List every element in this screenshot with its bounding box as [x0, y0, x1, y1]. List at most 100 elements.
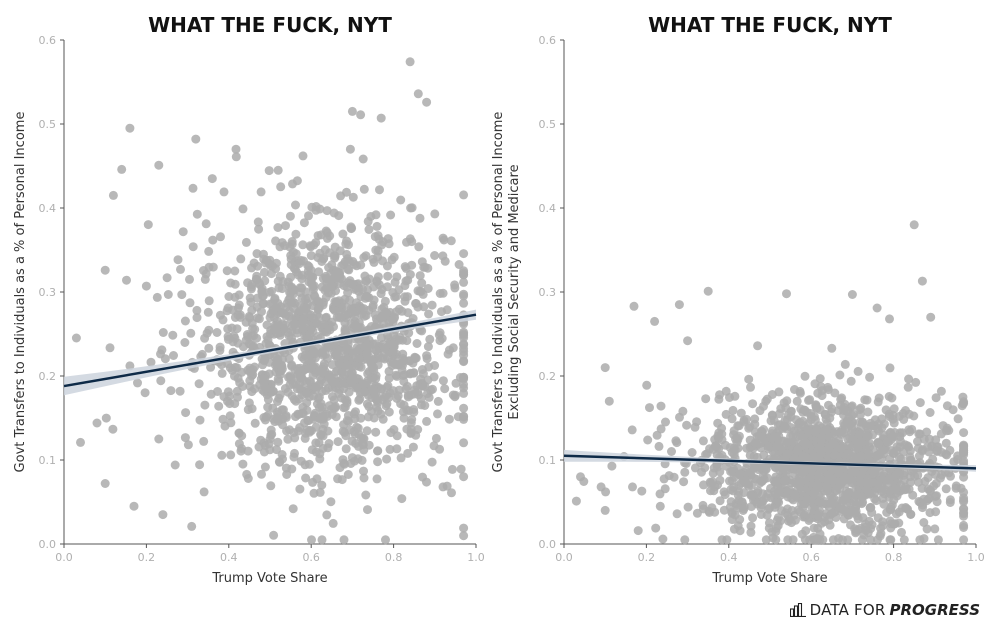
data-point — [417, 278, 427, 288]
scatter-panel-2: WHAT THE FUCK, NYT 0.0 0.1 0.2 0.3 0.4 0.5 0.6 0… — [491, 13, 985, 586]
data-point — [459, 190, 469, 200]
data-point — [714, 434, 723, 443]
data-point — [923, 473, 933, 483]
data-point — [288, 504, 298, 514]
data-point — [272, 329, 282, 339]
data-point — [774, 487, 784, 497]
data-point — [885, 314, 894, 324]
data-point — [219, 187, 229, 197]
data-point — [322, 278, 332, 288]
data-point — [363, 505, 372, 515]
data-point — [260, 441, 270, 450]
data-point — [607, 461, 617, 471]
data-point — [813, 523, 823, 533]
y-tick-label: 0.2 — [39, 370, 57, 383]
data-point — [268, 386, 278, 396]
regression-line — [63, 313, 477, 388]
data-point — [391, 292, 401, 302]
data-point — [771, 535, 781, 545]
data-point — [430, 209, 440, 219]
data-point — [728, 486, 738, 496]
data-point — [744, 374, 754, 384]
data-point — [353, 423, 363, 433]
y-tick-label: 0.1 — [539, 454, 557, 467]
data-point — [247, 404, 257, 414]
data-point — [853, 366, 863, 376]
data-point — [231, 144, 241, 154]
data-point — [866, 478, 876, 488]
data-point — [656, 401, 666, 411]
data-point — [331, 412, 341, 422]
data-point — [945, 498, 955, 507]
data-point — [898, 408, 908, 418]
data-point — [396, 453, 406, 463]
data-point — [277, 308, 287, 318]
data-point — [422, 97, 432, 107]
chart-title: WHAT THE FUCK, NYT — [148, 13, 392, 37]
y-tick-label: 0.2 — [539, 370, 557, 383]
data-point — [180, 433, 190, 443]
data-point — [287, 464, 297, 474]
data-point — [238, 459, 248, 469]
data-point — [408, 442, 418, 452]
data-point — [349, 409, 359, 419]
data-point — [322, 228, 332, 238]
data-point — [846, 376, 856, 386]
data-point — [133, 378, 142, 388]
data-point — [331, 297, 341, 307]
data-point — [363, 412, 373, 422]
data-point — [871, 496, 881, 506]
data-point — [257, 287, 267, 297]
data-point — [346, 459, 356, 468]
data-point — [316, 430, 326, 439]
data-point — [307, 535, 316, 545]
x-tick-label: 0.6 — [802, 551, 820, 564]
data-point — [314, 366, 324, 376]
data-point — [140, 388, 150, 398]
data-point — [302, 389, 311, 399]
data-point — [384, 373, 394, 383]
data-point — [756, 503, 766, 513]
data-point — [926, 312, 936, 322]
data-point — [922, 427, 932, 437]
data-point — [345, 295, 355, 305]
y-tick-label: 0.3 — [539, 286, 557, 299]
data-point — [417, 257, 427, 267]
data-point — [154, 434, 164, 444]
data-point — [795, 386, 805, 396]
data-point — [855, 410, 865, 420]
data-point — [273, 354, 283, 364]
data-point — [748, 399, 758, 409]
data-point — [959, 456, 969, 466]
data-point — [831, 513, 841, 522]
data-point — [341, 444, 351, 454]
data-point — [373, 246, 383, 256]
data-point — [308, 391, 318, 401]
data-point — [271, 264, 281, 274]
data-point — [789, 454, 799, 463]
scatter-panel-1: WHAT THE FUCK, NYT 0.0 0.1 0.2 0.3 0.4 0.5 0.6 0… — [13, 13, 485, 586]
data-point — [345, 144, 355, 154]
data-point — [899, 535, 909, 545]
data-point — [237, 431, 247, 441]
data-point — [360, 271, 370, 281]
data-point — [273, 223, 283, 232]
data-point — [277, 405, 287, 415]
data-point — [882, 508, 892, 517]
data-point — [828, 437, 838, 447]
data-point — [829, 498, 839, 508]
data-point — [269, 530, 279, 540]
data-point — [328, 518, 338, 528]
data-point — [904, 425, 914, 435]
data-point — [370, 389, 380, 399]
data-point — [703, 286, 713, 296]
data-point — [459, 411, 469, 421]
x-tick-label: 0.0 — [55, 551, 73, 564]
data-point — [899, 470, 909, 480]
data-point — [382, 261, 392, 271]
data-point — [357, 455, 367, 465]
data-point — [664, 471, 674, 481]
data-point — [266, 481, 276, 491]
data-point — [422, 351, 432, 361]
data-point — [358, 154, 368, 164]
